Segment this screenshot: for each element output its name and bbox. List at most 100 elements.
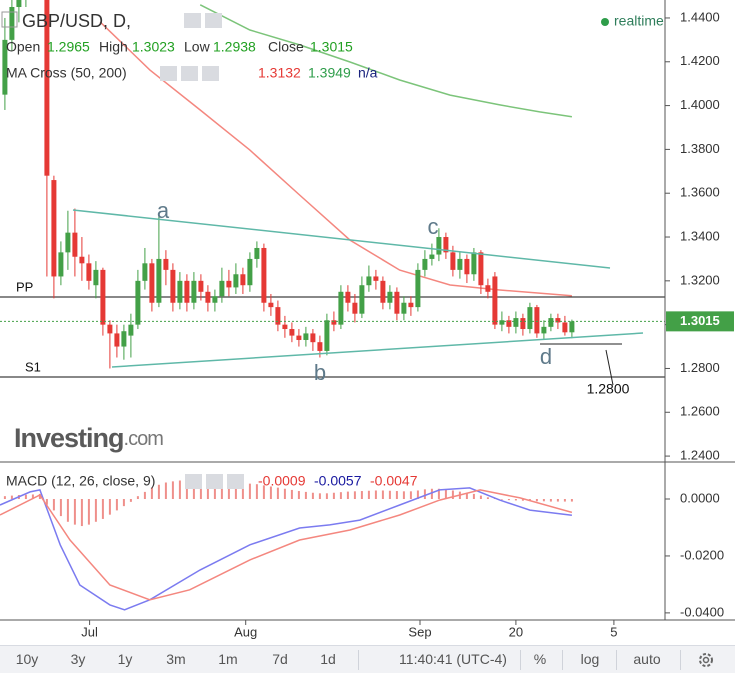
ma-status: n/a [358,65,378,81]
ohlc-value: 1.3023 [132,39,175,55]
macd-eye-button[interactable] [185,474,202,489]
histogram-bar [570,499,573,502]
y-tick-label: 1.2600 [680,404,720,419]
y-tick-label: 1.4400 [680,9,720,24]
price-pane [0,0,665,378]
settings-gear[interactable] [697,651,715,669]
candle-body [121,331,127,347]
histogram-bar [360,491,363,500]
x-tick-label: Sep [408,624,431,639]
histogram-bar [297,491,300,500]
ma-value: 1.3132 [258,65,301,81]
ma-close-button[interactable] [202,66,219,81]
settings-button[interactable] [205,13,222,28]
histogram-bar [409,491,412,500]
histogram-bar [220,482,223,500]
histogram-bar [535,499,538,502]
candle-body [100,269,106,325]
trend-lines [72,209,644,368]
range-button[interactable]: 1m [218,651,238,667]
histogram-bar [311,492,314,500]
histogram-bar [423,489,426,500]
histogram-bar [486,497,489,500]
symbol-title: GBP/USD, D, [22,11,131,31]
range-button[interactable]: 3m [166,651,186,667]
macd-value: -0.0009 [258,473,306,489]
logo-suffix: .com [124,428,164,450]
histogram-bar [199,480,202,500]
histogram-bar [542,499,545,502]
candle-body [443,237,449,253]
ma-eye-button[interactable] [160,66,177,81]
candle-body [394,291,400,314]
histogram-bar [255,484,258,500]
histogram-bar [206,481,209,500]
histogram-bar [262,485,265,500]
histogram-bar [430,488,433,500]
candle-body [177,280,183,303]
histogram-bar [3,496,6,500]
macd-settings-button[interactable] [206,474,223,489]
histogram-bar [87,499,90,525]
eye-button[interactable] [184,13,201,28]
histogram-bar [346,491,349,500]
separator [562,650,563,670]
histogram-bar [241,483,244,500]
ma-settings-button[interactable] [181,66,198,81]
histogram-bar [367,490,370,500]
y-tick-label: 1.4200 [680,53,720,68]
candle-body [555,318,561,323]
histogram-bar [318,493,321,500]
candle-body [324,320,330,351]
log-toggle[interactable]: log [580,651,600,667]
histogram-bar [171,481,174,500]
ohlc-label: High [99,39,128,55]
logo: Investing.com [14,423,163,453]
histogram-bar [353,491,356,500]
histogram-bar [24,494,27,500]
candle-body [366,276,372,286]
range-button[interactable]: 10y [15,651,39,667]
separator [680,650,681,670]
histogram-bar [269,486,272,500]
ohlc-value: 1.2965 [47,39,90,55]
range-button[interactable]: 1d [320,651,336,667]
histogram-bar [381,490,384,500]
candle-body [191,280,197,303]
candle-body [240,274,246,286]
histogram-bar [129,499,132,502]
realtime-dot [601,18,609,26]
annotation: c [428,214,439,239]
histogram-bar [556,499,559,502]
percent-toggle[interactable]: % [533,651,547,667]
title-buttons [160,13,244,489]
moving-average-line [199,4,573,118]
histogram-bar [388,490,391,500]
histogram-bar [479,495,482,500]
range-button[interactable]: 3y [70,651,86,667]
candle-body [471,252,477,275]
range-button[interactable]: 1y [117,651,133,667]
histogram-bar [136,496,139,500]
candle-body [450,252,456,270]
ohlc-legend: Open 1.2965 High 1.3023 Low 1.2938 Close… [6,39,353,55]
candle-body [569,321,575,333]
histogram-bar [395,491,398,500]
macd-label: MACD (12, 26, close, 9) [6,473,155,489]
y-tick-label: 1.2800 [680,360,720,375]
candle-body [226,280,232,288]
macd-close-button[interactable] [227,474,244,489]
candle-body [170,269,176,303]
y-tick-label: 1.2400 [680,448,720,463]
separator [520,650,521,670]
candle-body [93,269,99,286]
x-tick-label: Jul [81,624,98,639]
auto-toggle[interactable]: auto [633,651,661,667]
histogram-bar [115,499,118,511]
histogram-bar [290,489,293,500]
range-button[interactable]: 7d [272,651,288,667]
histogram-bar [150,487,153,500]
ohlc-value: 1.2938 [213,39,256,55]
candle-body [408,302,414,308]
